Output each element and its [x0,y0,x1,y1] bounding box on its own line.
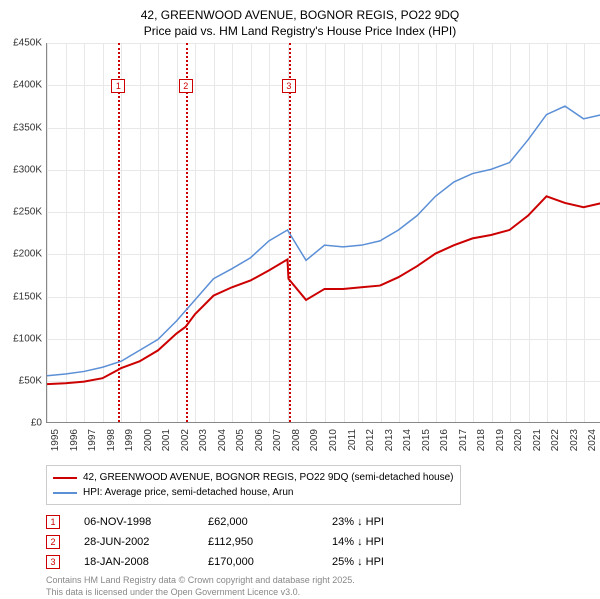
sales-hpi: 23% ↓ HPI [332,516,422,528]
sales-row: 1 06-NOV-1998 £62,000 23% ↓ HPI [46,515,592,529]
x-axis-label: 2006 [254,429,265,451]
y-axis-label: £100K [13,333,42,344]
x-axis-label: 1996 [69,429,80,451]
x-axis-label: 2017 [458,429,469,451]
sales-date: 28-JUN-2002 [84,536,184,548]
sales-marker: 3 [46,555,60,569]
y-axis-label: £300K [13,164,42,175]
legend-swatch [53,492,77,494]
x-axis-label: 2022 [550,429,561,451]
x-axis-label: 2010 [328,429,339,451]
series-hpi [47,106,600,376]
x-axis-label: 2013 [384,429,395,451]
chart-title: 42, GREENWOOD AVENUE, BOGNOR REGIS, PO22… [8,8,592,39]
sales-table: 1 06-NOV-1998 £62,000 23% ↓ HPI 2 28-JUN-2002… [46,515,592,569]
sales-date: 18-JAN-2008 [84,556,184,568]
legend-row: HPI: Average price, semi-detached house,… [53,485,454,500]
chart-container: 42, GREENWOOD AVENUE, BOGNOR REGIS, PO22… [0,0,600,590]
footer-line1: Contains HM Land Registry data © Crown c… [46,575,592,587]
x-axis-label: 2005 [235,429,246,451]
x-axis-label: 1997 [87,429,98,451]
x-axis-label: 2008 [291,429,302,451]
sales-hpi: 14% ↓ HPI [332,536,422,548]
x-axis-label: 2007 [272,429,283,451]
x-axis-label: 2016 [439,429,450,451]
legend-label: 42, GREENWOOD AVENUE, BOGNOR REGIS, PO22… [83,470,454,485]
title-line2: Price paid vs. HM Land Registry's House … [8,24,592,40]
sales-row: 2 28-JUN-2002 £112,950 14% ↓ HPI [46,535,592,549]
sales-price: £62,000 [208,516,308,528]
x-axis-label: 2015 [421,429,432,451]
y-axis-label: £450K [13,38,42,49]
x-axis-label: 2023 [569,429,580,451]
y-axis-label: £50K [19,375,42,386]
x-axis-label: 2021 [532,429,543,451]
legend-row: 42, GREENWOOD AVENUE, BOGNOR REGIS, PO22… [53,470,454,485]
x-axis-label: 2001 [161,429,172,451]
y-axis-label: £250K [13,207,42,218]
sales-row: 3 18-JAN-2008 £170,000 25% ↓ HPI [46,555,592,569]
y-axis-label: £200K [13,249,42,260]
x-axis-label: 2012 [365,429,376,451]
x-axis-label: 2014 [402,429,413,451]
sales-price: £170,000 [208,556,308,568]
sales-marker: 2 [46,535,60,549]
legend-swatch [53,477,77,479]
x-axis-label: 2018 [476,429,487,451]
x-axis-label: 2000 [143,429,154,451]
chart-lines [47,43,600,422]
sales-price: £112,950 [208,536,308,548]
y-axis-label: £400K [13,80,42,91]
x-axis-label: 2024 [587,429,598,451]
sales-date: 06-NOV-1998 [84,516,184,528]
sales-hpi: 25% ↓ HPI [332,556,422,568]
x-axis-label: 1998 [106,429,117,451]
legend-label: HPI: Average price, semi-detached house,… [83,485,294,500]
y-axis-label: £0 [31,418,42,429]
footer: Contains HM Land Registry data © Crown c… [46,575,592,598]
x-axis-label: 2004 [217,429,228,451]
plot-area: £0£50K£100K£150K£200K£250K£300K£350K£400… [46,43,600,423]
footer-line2: This data is licensed under the Open Gov… [46,587,592,599]
x-axis-label: 1995 [50,429,61,451]
legend: 42, GREENWOOD AVENUE, BOGNOR REGIS, PO22… [46,465,461,505]
x-axis-label: 2003 [198,429,209,451]
x-axis-label: 1999 [124,429,135,451]
sales-marker: 1 [46,515,60,529]
x-axis-label: 2002 [180,429,191,451]
y-axis-label: £350K [13,122,42,133]
x-axis-label: 2009 [309,429,320,451]
y-axis-label: £150K [13,291,42,302]
x-axis-label: 2019 [495,429,506,451]
x-axis-label: 2020 [513,429,524,451]
title-line1: 42, GREENWOOD AVENUE, BOGNOR REGIS, PO22… [8,8,592,24]
x-axis-label: 2011 [347,429,358,451]
